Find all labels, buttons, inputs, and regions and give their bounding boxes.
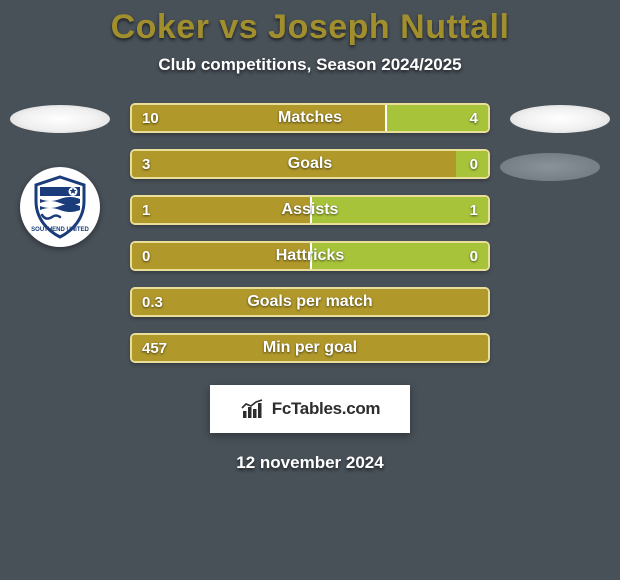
bar-right-fill xyxy=(456,151,488,177)
bar-row: Matches104 xyxy=(130,103,490,133)
player-right-badge-ellipse-2 xyxy=(500,153,600,181)
bar-left-fill xyxy=(132,289,488,315)
club-logo-icon: SOUTHEND UNITED xyxy=(20,167,100,247)
bar-left-fill xyxy=(132,105,385,131)
bar-row: Assists11 xyxy=(130,195,490,225)
bars-region: SOUTHEND UNITED Matches104 Goals30 Assists… xyxy=(0,103,620,363)
infographic-root: Coker vs Joseph Nuttall Club competition… xyxy=(0,0,620,580)
bar-divider xyxy=(310,241,312,271)
svg-text:SOUTHEND UNITED: SOUTHEND UNITED xyxy=(31,227,89,233)
bar-right-fill xyxy=(310,243,488,269)
bar-row: Hattricks00 xyxy=(130,241,490,271)
bar-row: Min per goal457 xyxy=(130,333,490,363)
bar-left-fill xyxy=(132,335,488,361)
bar-right-fill xyxy=(385,105,488,131)
chart-icon xyxy=(240,398,266,420)
bar-row: Goals per match0.3 xyxy=(130,287,490,317)
bars-list: Matches104 Goals30 Assists11 Hattricks00 Goa… xyxy=(130,103,490,363)
bar-row: Goals30 xyxy=(130,149,490,179)
bar-right-fill xyxy=(310,197,488,223)
page-title: Coker vs Joseph Nuttall xyxy=(111,8,510,47)
bar-left-fill xyxy=(132,243,310,269)
page-subtitle: Club competitions, Season 2024/2025 xyxy=(158,55,461,75)
bar-left-fill xyxy=(132,197,310,223)
bar-left-fill xyxy=(132,151,488,177)
brand-badge: FcTables.com xyxy=(210,385,410,433)
bar-divider xyxy=(310,195,312,225)
player-right-badge-ellipse xyxy=(510,105,610,133)
brand-text: FcTables.com xyxy=(272,399,381,419)
player-left-badge-ellipse xyxy=(10,105,110,133)
date-text: 12 november 2024 xyxy=(236,453,383,473)
bar-divider xyxy=(385,103,387,133)
